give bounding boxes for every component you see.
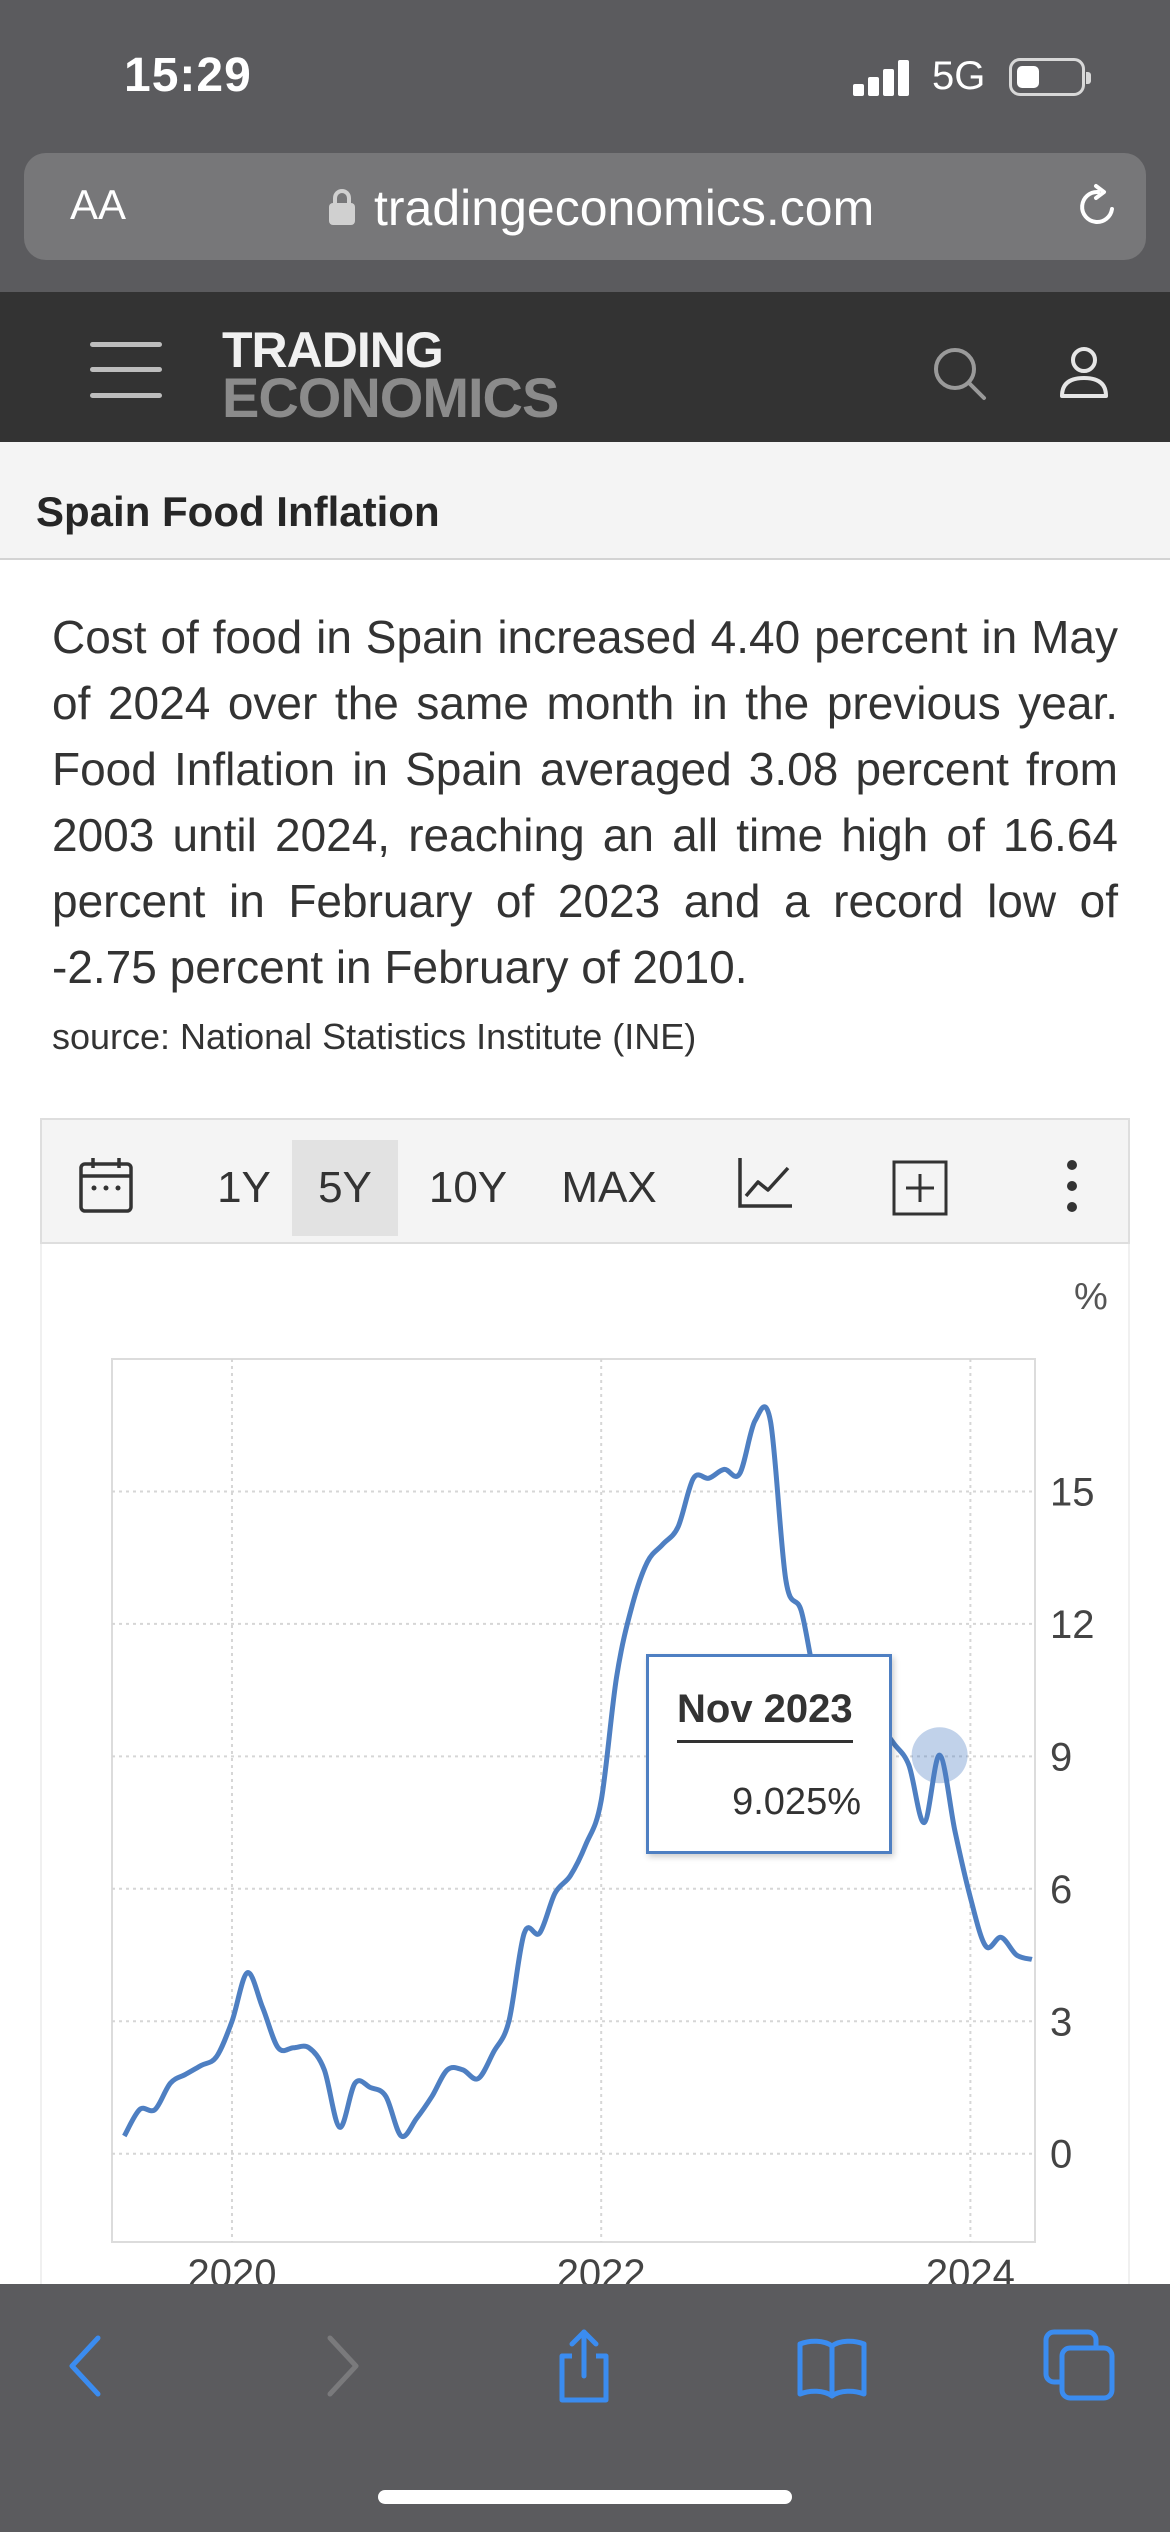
back-icon[interactable] bbox=[50, 2328, 126, 2404]
y-tick-label: 0 bbox=[1050, 2133, 1072, 2177]
reader-settings-label: AA bbox=[70, 181, 127, 228]
tooltip-date: Nov 2023 bbox=[677, 1687, 853, 1743]
x-tick-label: 2022 bbox=[557, 2252, 646, 2284]
address-bar[interactable]: AA tradingeconomics.com bbox=[24, 153, 1146, 260]
logo-line-2: ECONOMICS bbox=[222, 366, 559, 429]
y-tick-label: 9 bbox=[1050, 1735, 1072, 1779]
status-bar: 15:29 5G bbox=[0, 0, 1170, 150]
series-line bbox=[122, 1404, 1033, 2140]
site-logo[interactable]: TRADING ECONOMICS bbox=[222, 322, 559, 429]
indicator-description: Cost of food in Spain increased 4.40 per… bbox=[52, 611, 1118, 993]
plot-frame bbox=[111, 1358, 1036, 2243]
range-max-button[interactable]: MAX bbox=[561, 1163, 657, 1212]
reload-icon[interactable] bbox=[1074, 183, 1122, 231]
hamburger-menu-icon[interactable] bbox=[90, 342, 162, 398]
home-indicator bbox=[378, 2490, 792, 2504]
data-tooltip: Nov 2023 9.025% bbox=[646, 1654, 892, 1854]
url-text[interactable]: tradingeconomics.com bbox=[374, 180, 875, 236]
reader-settings-button[interactable]: AA bbox=[70, 181, 126, 229]
bookmarks-icon[interactable] bbox=[794, 2328, 870, 2404]
share-icon[interactable] bbox=[546, 2328, 622, 2404]
y-tick-label: 15 bbox=[1050, 1470, 1095, 1514]
more-options-icon[interactable] bbox=[1062, 1160, 1082, 1212]
x-tick-label: 2020 bbox=[187, 2252, 276, 2284]
calendar-icon[interactable] bbox=[78, 1156, 134, 1214]
add-indicator-icon[interactable] bbox=[892, 1160, 948, 1216]
logo-line-1: TRADING bbox=[222, 322, 444, 378]
highlighted-point bbox=[911, 1727, 968, 1784]
page-title-bar: Spain Food Inflation bbox=[0, 442, 1170, 560]
range-1y-button[interactable]: 1Y bbox=[217, 1163, 271, 1212]
site-header: TRADING ECONOMICS bbox=[0, 292, 1170, 442]
range-10y-button[interactable]: 10Y bbox=[428, 1163, 508, 1212]
chart-toolbar: 1Y 5Y 10Y MAX bbox=[40, 1118, 1130, 1244]
data-source-text: source: National Statistics Institute (I… bbox=[52, 1016, 697, 1057]
chart-type-icon[interactable] bbox=[736, 1156, 794, 1210]
lock-icon bbox=[329, 189, 355, 225]
y-axis-unit: % bbox=[1074, 1276, 1108, 1318]
y-tick-label: 12 bbox=[1050, 1603, 1095, 1647]
inflation-line-chart[interactable]: 0 3 6 9 12 15 2020 2022 2024 bbox=[0, 1244, 1170, 2284]
page-title: Spain Food Inflation bbox=[36, 488, 440, 535]
range-5y-button[interactable]: 5Y bbox=[292, 1140, 398, 1236]
user-account-icon[interactable] bbox=[1056, 344, 1112, 400]
status-time: 15:29 bbox=[124, 49, 252, 102]
y-tick-label: 6 bbox=[1050, 1868, 1072, 1912]
chart-area bbox=[40, 1244, 1130, 2284]
y-tick-label: 3 bbox=[1050, 2000, 1072, 2044]
x-tick-label: 2024 bbox=[926, 2252, 1015, 2284]
tabs-icon[interactable] bbox=[1042, 2328, 1118, 2404]
search-icon[interactable] bbox=[930, 344, 990, 404]
cellular-signal-icon bbox=[853, 60, 911, 96]
browser-top-chrome: 15:29 5G AA tradingeconomics.com bbox=[0, 0, 1170, 292]
tooltip-value: 9.025% bbox=[732, 1781, 861, 1823]
network-type-label: 5G bbox=[932, 54, 986, 98]
battery-icon bbox=[1009, 58, 1091, 96]
forward-icon[interactable] bbox=[302, 2328, 378, 2404]
